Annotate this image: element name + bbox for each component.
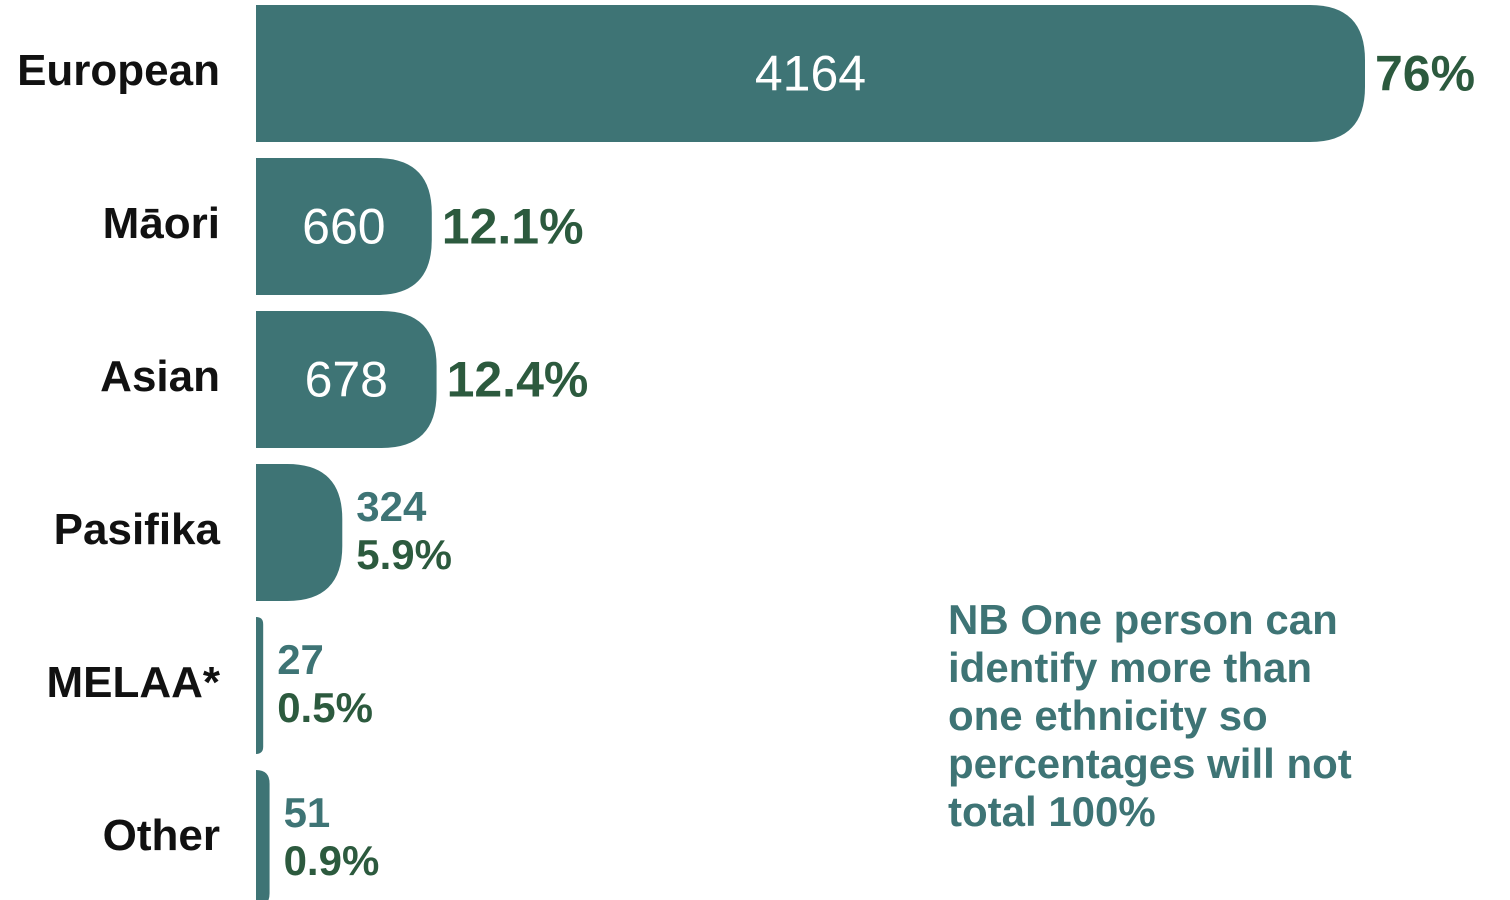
- percentage-label: 0.5%: [277, 684, 373, 731]
- percentage-label: 12.4%: [447, 352, 589, 408]
- percentage-label: 5.9%: [356, 531, 452, 578]
- bar: [256, 311, 437, 448]
- percentage-label: 0.9%: [284, 837, 380, 884]
- percentage-label: 12.1%: [442, 199, 584, 255]
- value-label: 4164: [755, 46, 866, 102]
- value-label: 660: [302, 199, 385, 255]
- category-label: MELAA*: [46, 658, 220, 707]
- category-label: Māori: [103, 199, 220, 248]
- bar: [256, 158, 432, 295]
- bar: [256, 5, 1365, 142]
- annotation: NB One person can: [948, 596, 1338, 643]
- bar: [256, 617, 264, 754]
- annotation: total 100%: [948, 788, 1156, 835]
- category-label: Other: [103, 811, 220, 860]
- value-label: 324: [356, 483, 427, 530]
- category-label: Asian: [100, 352, 220, 401]
- annotation: one ethnicity so: [948, 692, 1268, 739]
- value-label: 678: [305, 352, 388, 408]
- annotation: percentages will not: [948, 740, 1352, 787]
- category-label: European: [17, 46, 220, 95]
- percentage-label: 76%: [1375, 46, 1475, 102]
- value-label: 27: [277, 636, 324, 683]
- value-label: 51: [284, 789, 331, 836]
- bar: [256, 464, 343, 601]
- bar: [256, 770, 270, 900]
- category-label: Pasifika: [54, 505, 221, 554]
- annotation: identify more than: [948, 644, 1312, 691]
